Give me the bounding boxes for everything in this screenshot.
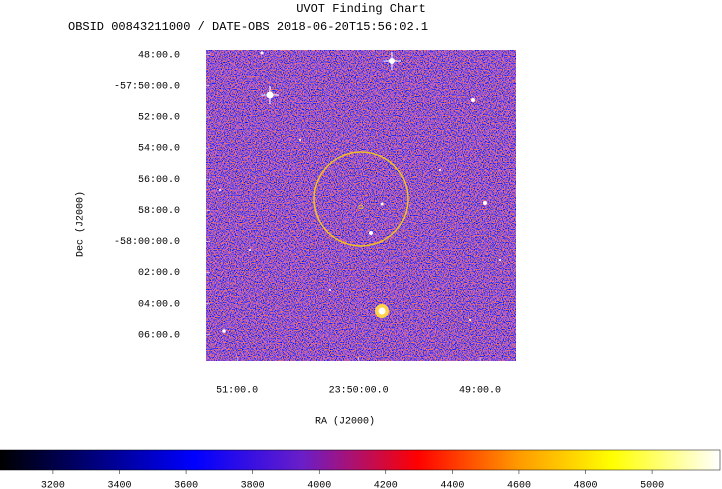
y-tick-label: 48:00.0 — [138, 50, 180, 61]
y-tick-label: -58:00:00.0 — [114, 237, 180, 248]
x-tick-label: 23:50:00.0 — [329, 386, 389, 397]
colorbar-tick-label: 4600 — [507, 481, 531, 489]
colorbar-tick-label: 3400 — [107, 481, 131, 489]
colorbar-tick-label: 3600 — [174, 481, 198, 489]
source-marker — [358, 204, 364, 210]
colorbar — [0, 449, 721, 471]
colorbar-tick-label: 4400 — [440, 481, 464, 489]
y-tick-label: 54:00.0 — [138, 144, 180, 155]
y-tick-label: 52:00.0 — [138, 113, 180, 124]
y-tick-label: 56:00.0 — [138, 175, 180, 186]
chart-title: UVOT Finding Chart — [296, 2, 426, 16]
y-tick-label: 04:00.0 — [138, 299, 180, 310]
stars — [219, 51, 501, 333]
colorbar-tick-label: 3800 — [241, 481, 265, 489]
y-tick-label: -57:50:00.0 — [114, 81, 180, 92]
x-axis-label: RA (J2000) — [315, 416, 375, 428]
source-circle — [313, 151, 409, 247]
colorbar-tick-label: 3200 — [41, 481, 65, 489]
colorbar-tick-label: 4800 — [574, 481, 598, 489]
y-axis-label: Dec (J2000) — [75, 191, 87, 257]
image — [206, 50, 516, 361]
x-tick-label: 49:00.0 — [459, 386, 501, 397]
colorbar-tick-label: 4000 — [307, 481, 331, 489]
y-tick-label: 02:00.0 — [138, 268, 180, 279]
y-tick-label: 06:00.0 — [138, 330, 180, 341]
bright-star-core — [378, 307, 386, 315]
chart-subtitle: OBSID 00843211000 / DATE-OBS 2018-06-20T… — [68, 20, 428, 34]
x-tick-label: 51:00.0 — [216, 386, 258, 397]
y-tick-label: 58:00.0 — [138, 206, 180, 217]
colorbar-tick-label: 5000 — [640, 481, 664, 489]
colorbar-tick-label: 4200 — [374, 481, 398, 489]
